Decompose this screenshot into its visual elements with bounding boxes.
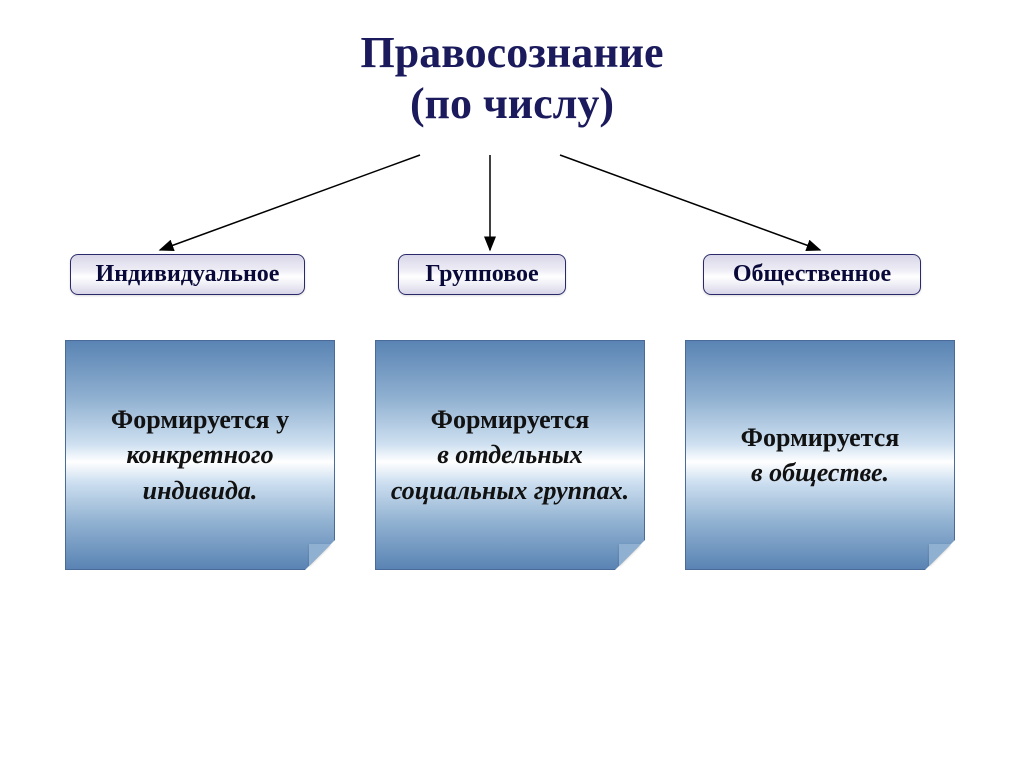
card-text-italic: в обществе.: [751, 458, 889, 487]
card-text: Формируется в отдельных социальных групп…: [386, 402, 634, 507]
pill-group: Групповое: [398, 254, 566, 295]
card-text-italic: в отдельных социальных группах.: [391, 440, 629, 504]
pill-individual: Индивидуальное: [70, 254, 305, 295]
page-fold-icon: [924, 539, 954, 569]
page-fold-icon: [614, 539, 644, 569]
arrow-right: [560, 155, 820, 250]
title-line-1: Правосознание: [0, 28, 1024, 79]
page-fold-icon: [304, 539, 334, 569]
card-group: Формируется в отдельных социальных групп…: [375, 340, 645, 570]
pill-social: Общественное: [703, 254, 921, 295]
card-individual: Формируется у конкретного индивида.: [65, 340, 335, 570]
card-text-plain: Формируется: [431, 405, 590, 434]
card-social: Формируется в обществе.: [685, 340, 955, 570]
card-text: Формируется у конкретного индивида.: [76, 402, 324, 507]
title-line-2: (по числу): [0, 79, 1024, 130]
card-text: Формируется в обществе.: [741, 420, 900, 490]
card-text-plain: Формируется: [741, 423, 900, 452]
card-text-plain: Формируется у: [111, 405, 289, 434]
arrow-left: [160, 155, 420, 250]
card-text-italic: конкретного индивида.: [126, 440, 273, 504]
page-title: Правосознание (по числу): [0, 0, 1024, 129]
